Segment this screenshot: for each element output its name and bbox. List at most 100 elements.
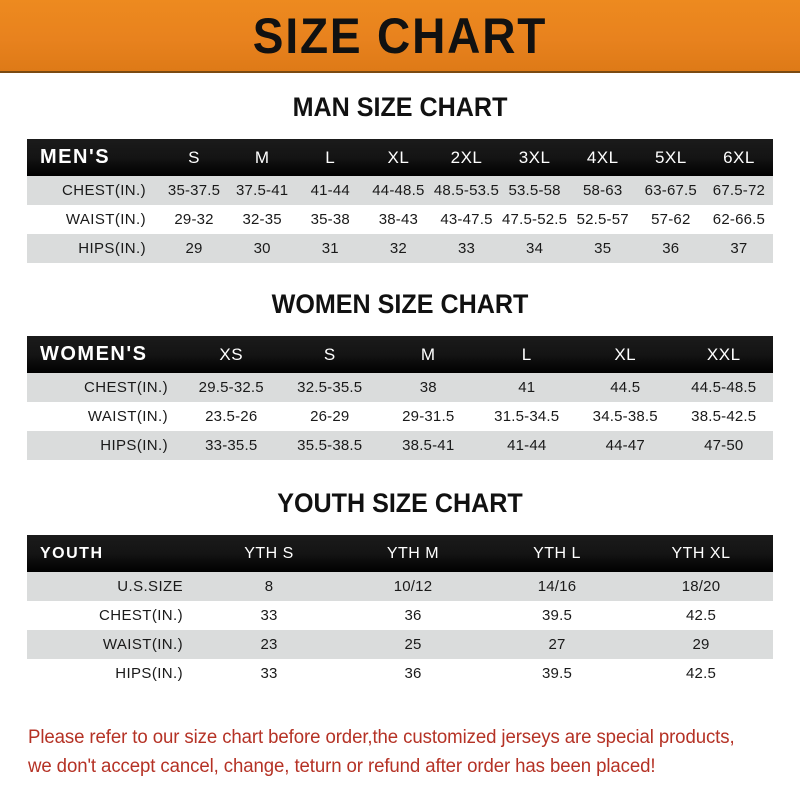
men-col-header: XL — [387, 147, 410, 167]
table-row: HIPS(IN.) 29 30 31 32 33 34 35 36 37 — [27, 234, 773, 263]
table-cell: 58-63 — [568, 176, 637, 205]
youth-table-body: U.S.SIZE 8 10/12 14/16 18/20 CHEST(IN.) … — [27, 572, 773, 688]
table-cell: 32-35 — [228, 205, 297, 234]
table-cell: 36 — [636, 234, 705, 263]
table-cell: 39.5 — [485, 601, 629, 630]
row-label: WAIST(IN.) — [27, 402, 182, 431]
youth-size-section: YOUTH SIZE CHART YOUTH YTH S YTH M YTH L… — [0, 488, 800, 688]
table-cell: 27 — [485, 630, 629, 659]
man-size-section: MAN SIZE CHART MEN'S S M L XL 2XL 3XL 4X… — [0, 92, 800, 263]
table-row: HIPS(IN.) 33-35.5 35.5-38.5 38.5-41 41-4… — [27, 431, 773, 460]
row-label: HIPS(IN.) — [27, 431, 182, 460]
table-cell: 38.5-42.5 — [674, 402, 773, 431]
women-table-head: WOMEN'S XS S M L XL XXL — [27, 336, 773, 373]
men-col-header: L — [325, 147, 336, 167]
youth-col-header: YTH S — [244, 544, 294, 562]
row-label: HIPS(IN.) — [27, 659, 197, 688]
table-cell: 47.5-52.5 — [500, 205, 569, 234]
table-row: U.S.SIZE 8 10/12 14/16 18/20 — [27, 572, 773, 601]
table-cell: 32.5-35.5 — [280, 373, 379, 402]
table-cell: 44.5-48.5 — [674, 373, 773, 402]
row-label: HIPS(IN.) — [27, 234, 160, 263]
table-cell: 37 — [704, 234, 773, 263]
youth-col-header: YTH XL — [671, 544, 731, 562]
table-cell: 33 — [197, 601, 341, 630]
table-cell: 44-47 — [576, 431, 675, 460]
women-col-header: XXL — [706, 344, 741, 364]
footer-line-1: Please refer to our size chart before or… — [28, 727, 735, 748]
table-cell: 31.5-34.5 — [477, 402, 576, 431]
row-label: CHEST(IN.) — [27, 176, 160, 205]
row-label: WAIST(IN.) — [27, 630, 197, 659]
men-col-header: M — [254, 147, 270, 167]
table-cell: 34.5-38.5 — [576, 402, 675, 431]
table-cell: 32 — [364, 234, 433, 263]
women-col-header: XL — [614, 344, 637, 364]
table-cell: 29-32 — [160, 205, 229, 234]
table-cell: 30 — [228, 234, 297, 263]
women-col-header: S — [323, 344, 336, 364]
youth-col-header: YTH L — [533, 544, 581, 562]
table-cell: 33 — [197, 659, 341, 688]
men-col-header: 6XL — [723, 147, 755, 167]
table-cell: 33 — [432, 234, 501, 263]
men-col-header: 4XL — [586, 147, 619, 167]
table-row: WAIST(IN.) 23.5-26 26-29 29-31.5 31.5-34… — [27, 402, 773, 431]
table-cell: 29-31.5 — [379, 402, 478, 431]
table-cell: 38.5-41 — [379, 431, 478, 460]
table-cell: 35-37.5 — [160, 176, 229, 205]
youth-size-table: YOUTH YTH S YTH M YTH L YTH XL U.S.SIZE … — [27, 535, 773, 688]
men-col-header: 2XL — [450, 147, 483, 167]
men-table-body: CHEST(IN.) 35-37.5 37.5-41 41-44 44-48.5… — [27, 176, 773, 263]
table-cell: 23.5-26 — [182, 402, 281, 431]
table-cell: 35 — [568, 234, 637, 263]
men-col-header: S — [188, 147, 200, 167]
table-cell: 47-50 — [674, 431, 773, 460]
women-corner-label: WOMEN'S — [40, 343, 148, 365]
table-cell: 14/16 — [485, 572, 629, 601]
table-cell: 48.5-53.5 — [432, 176, 501, 205]
women-col-header: M — [420, 344, 436, 364]
table-cell: 62-66.5 — [704, 205, 773, 234]
table-row: HIPS(IN.) 33 36 39.5 42.5 — [27, 659, 773, 688]
table-row: CHEST(IN.) 33 36 39.5 42.5 — [27, 601, 773, 630]
table-cell: 36 — [341, 659, 485, 688]
table-cell: 18/20 — [629, 572, 773, 601]
table-cell: 35.5-38.5 — [280, 431, 379, 460]
women-size-section: WOMEN SIZE CHART WOMEN'S XS S M L XL XXL… — [0, 289, 800, 460]
men-header-row: MEN'S S M L XL 2XL 3XL 4XL 5XL 6XL — [27, 139, 773, 176]
table-cell: 38 — [379, 373, 478, 402]
men-col-header: 5XL — [654, 147, 687, 167]
table-cell: 42.5 — [629, 601, 773, 630]
table-cell: 33-35.5 — [182, 431, 281, 460]
women-size-table: WOMEN'S XS S M L XL XXL CHEST(IN.) 29.5-… — [27, 336, 773, 460]
row-label: CHEST(IN.) — [27, 601, 197, 630]
table-cell: 37.5-41 — [228, 176, 297, 205]
table-row: WAIST(IN.) 23 25 27 29 — [27, 630, 773, 659]
table-row: WAIST(IN.) 29-32 32-35 35-38 38-43 43-47… — [27, 205, 773, 234]
table-cell: 63-67.5 — [636, 176, 705, 205]
table-cell: 35-38 — [296, 205, 365, 234]
table-cell: 25 — [341, 630, 485, 659]
table-cell: 52.5-57 — [568, 205, 637, 234]
row-label: CHEST(IN.) — [27, 373, 182, 402]
youth-col-header: YTH M — [386, 544, 440, 562]
women-table-body: CHEST(IN.) 29.5-32.5 32.5-35.5 38 41 44.… — [27, 373, 773, 460]
women-section-title: WOMEN SIZE CHART — [271, 289, 529, 319]
table-cell: 34 — [500, 234, 569, 263]
table-cell: 10/12 — [341, 572, 485, 601]
table-cell: 41-44 — [477, 431, 576, 460]
men-corner-label: MEN'S — [40, 146, 111, 168]
table-cell: 29 — [629, 630, 773, 659]
table-cell: 23 — [197, 630, 341, 659]
table-cell: 43-47.5 — [432, 205, 501, 234]
page-title: SIZE CHART — [252, 7, 548, 64]
table-cell: 44-48.5 — [364, 176, 433, 205]
table-cell: 38-43 — [364, 205, 433, 234]
table-cell: 39.5 — [485, 659, 629, 688]
youth-corner-label: YOUTH — [40, 544, 104, 562]
table-cell: 53.5-58 — [500, 176, 569, 205]
table-cell: 29.5-32.5 — [182, 373, 281, 402]
men-table-head: MEN'S S M L XL 2XL 3XL 4XL 5XL 6XL — [27, 139, 773, 176]
table-cell: 67.5-72 — [704, 176, 773, 205]
